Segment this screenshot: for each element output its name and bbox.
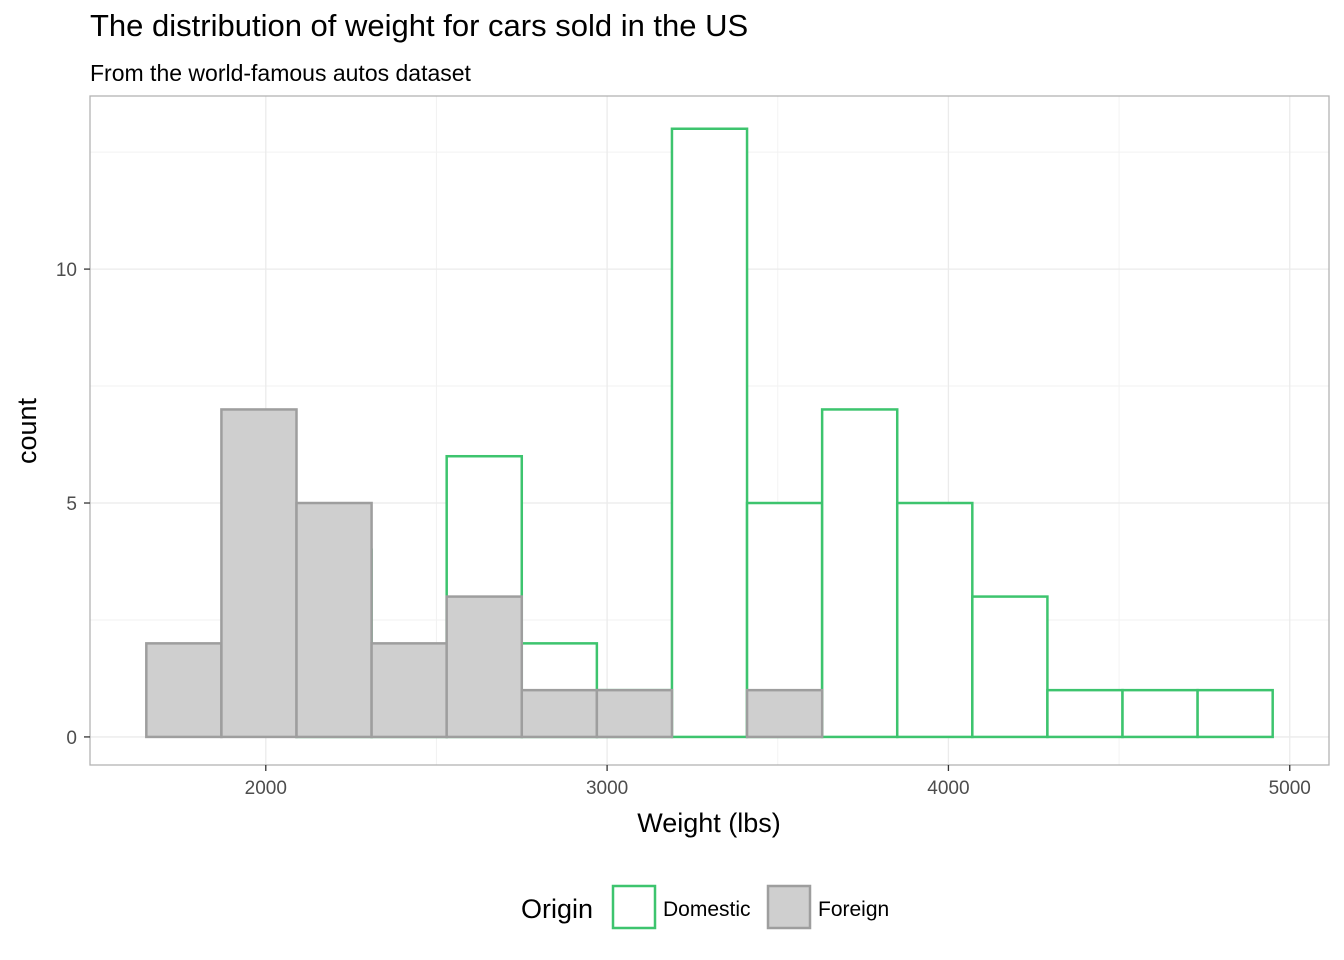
legend-label-domestic: Domestic (663, 898, 751, 921)
x-tick-label: 2000 (245, 778, 287, 799)
legend-title: Origin (521, 894, 593, 924)
y-axis-title: count (12, 397, 42, 464)
histogram-bar-foreign (370, 642, 448, 739)
y-tick-label: 5 (66, 494, 77, 515)
legend-key-foreign (766, 884, 812, 930)
legend-key-domestic (611, 884, 657, 930)
histogram-bar-domestic (971, 595, 1049, 739)
chart-title: The distribution of weight for cars sold… (90, 8, 749, 43)
histogram-bars (145, 127, 1274, 739)
histogram-bar-domestic (1196, 688, 1274, 739)
histogram-bar-domestic (670, 127, 749, 739)
chart-subtitle: From the world-famous autos dataset (90, 60, 471, 86)
histogram-bar-domestic (895, 501, 974, 739)
histogram-bar-domestic (1121, 688, 1199, 739)
y-tick-label: 10 (56, 260, 77, 281)
histogram-bar-foreign (145, 642, 223, 739)
histogram-bar-domestic (820, 408, 899, 739)
histogram-bar-foreign (745, 688, 824, 739)
histogram-bar-foreign (295, 501, 373, 739)
x-tick-label: 5000 (1269, 778, 1311, 799)
histogram-bar-foreign (220, 408, 298, 739)
y-tick-label: 0 (66, 728, 77, 749)
histogram-bar-foreign (520, 688, 599, 739)
x-tick-label: 4000 (927, 778, 969, 799)
axis-ticks: 2000 3000 4000 5000 0 5 10 (56, 260, 1311, 799)
x-axis-title: Weight (lbs) (637, 808, 781, 838)
plot-panel-border (89, 95, 1330, 766)
x-tick-label: 3000 (586, 778, 628, 799)
histogram-bar-foreign (445, 595, 524, 739)
legend: Origin Domestic Foreign (521, 884, 889, 930)
histogram-bar-domestic (1046, 688, 1124, 739)
legend-label-foreign: Foreign (818, 898, 889, 921)
histogram-bar-foreign (595, 688, 674, 739)
